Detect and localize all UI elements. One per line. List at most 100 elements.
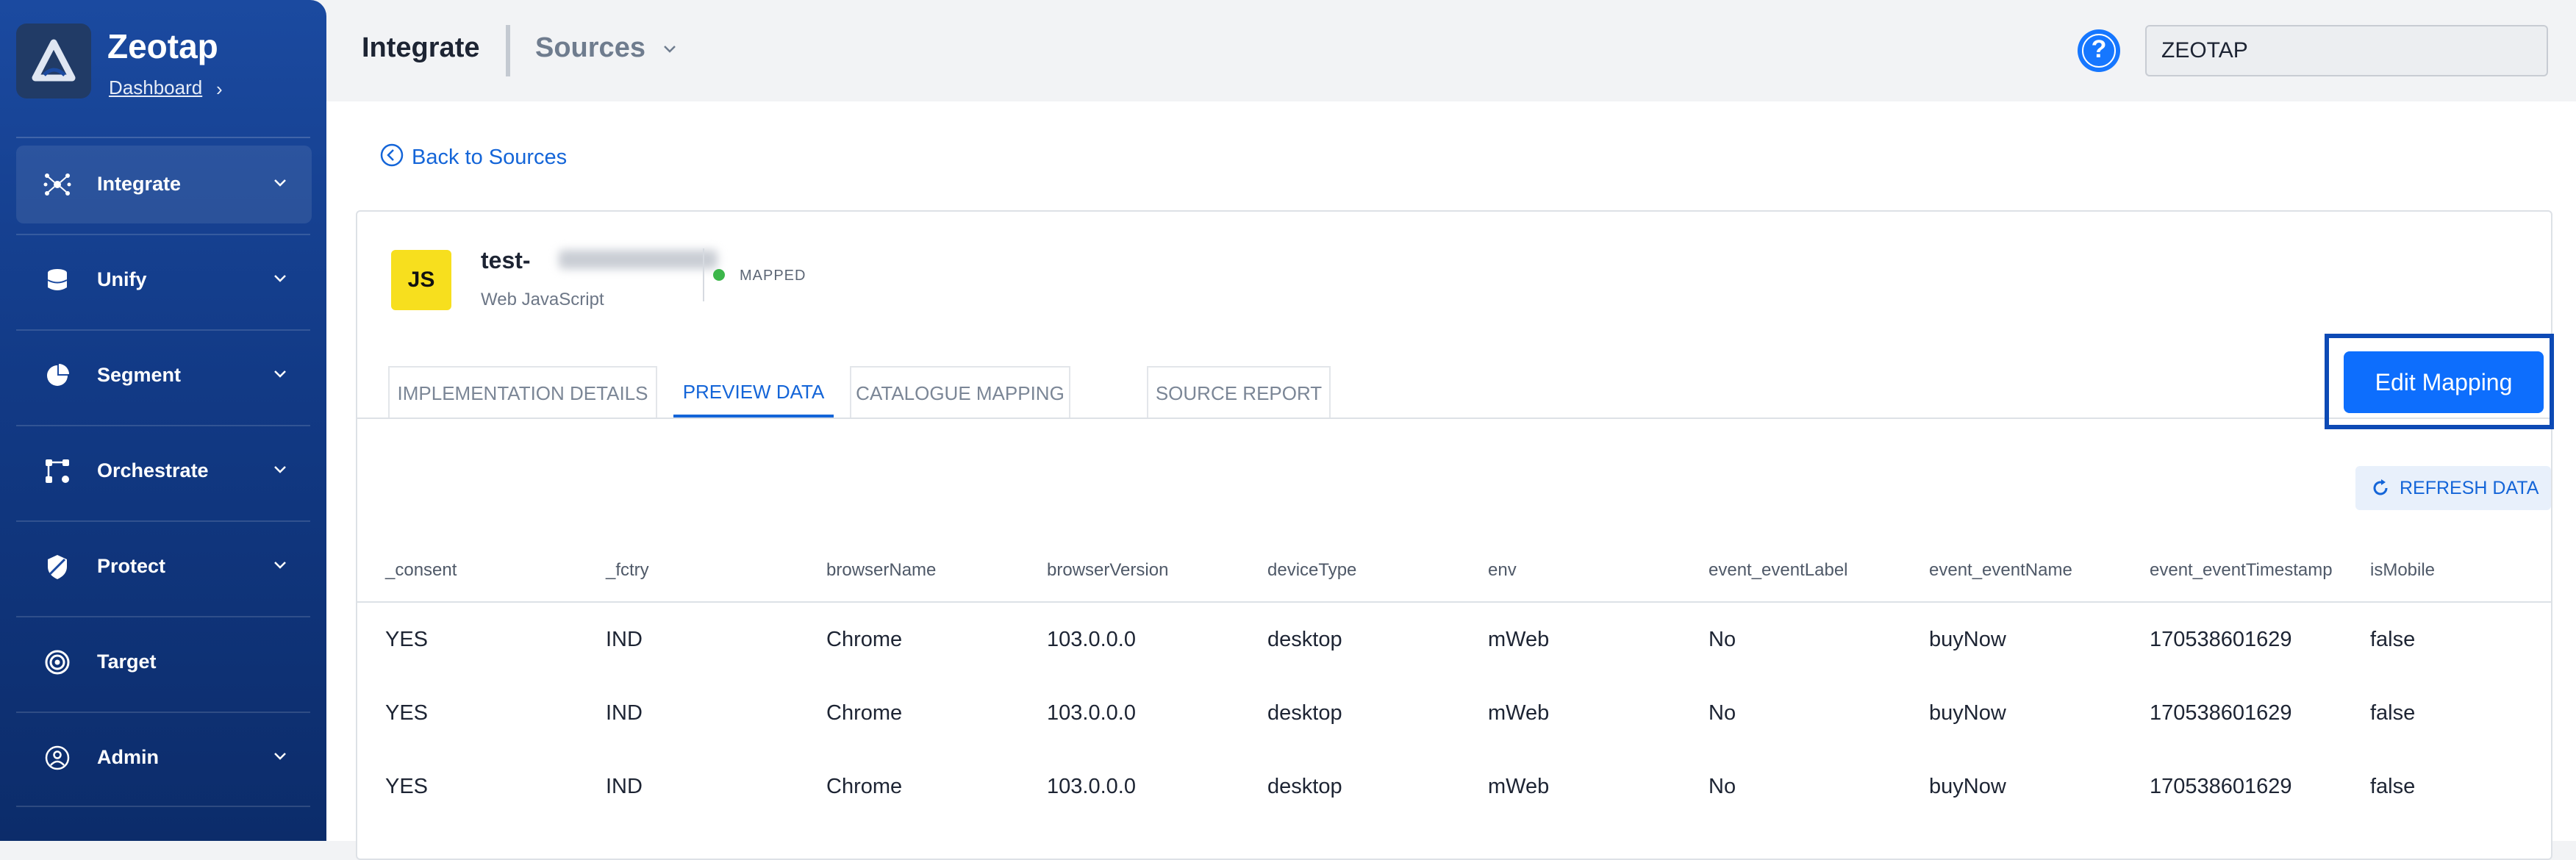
user-circle-icon: [45, 745, 70, 770]
column-header: browserName: [826, 560, 937, 580]
table-cell: mWeb: [1488, 775, 1550, 798]
chevron-down-icon: [274, 370, 286, 378]
table-cell: desktop: [1267, 701, 1342, 725]
js-badge-text: JS: [407, 268, 435, 292]
chevron-down-icon: [274, 275, 286, 282]
table-cell: 103.0.0.0: [1047, 628, 1136, 651]
table-cell: mWeb: [1488, 628, 1550, 651]
chevron-down-icon[interactable]: [660, 40, 679, 59]
divider: [703, 248, 704, 301]
table-cell: buyNow: [1929, 701, 2006, 725]
sidebar-item-label: Target: [97, 651, 157, 673]
column-header: event_eventName: [1929, 560, 2072, 580]
table-cell: buyNow: [1929, 775, 2006, 798]
table-cell: desktop: [1267, 775, 1342, 798]
table-cell: 170538601629: [2150, 628, 2292, 651]
column-header: event_eventLabel: [1709, 560, 1848, 580]
divider: [16, 616, 310, 617]
chevron-down-icon: [274, 179, 286, 187]
divider: [16, 806, 310, 807]
sidebar-item-segment[interactable]: Segment: [16, 337, 312, 415]
table-header: _consent _fctry browserName browserVersion d…: [357, 542, 2551, 603]
table-cell: YES: [385, 701, 429, 725]
refresh-data-button[interactable]: REFRESH DATA: [2355, 466, 2551, 510]
table-row: YES IND Chrome 103.0.0.0 desktop mWeb No buyNow…: [357, 603, 2551, 676]
table-cell: false: [2370, 701, 2416, 725]
pie-chart-icon: [47, 364, 69, 386]
javascript-icon: JS: [391, 250, 451, 310]
table-body: YES IND Chrome 103.0.0.0 desktop mWeb No buyNow…: [357, 603, 2551, 823]
sidebar-item-label: Segment: [97, 364, 182, 386]
table-cell: IND: [606, 775, 643, 798]
source-card: JS test- Web JavaScript MAPPED IMPLEMENT…: [356, 210, 2554, 860]
tab-label: SOURCE REPORT: [1155, 382, 1323, 404]
tab-implementation-details[interactable]: IMPLEMENTATION DETAILS: [388, 366, 657, 418]
column-header: deviceType: [1267, 560, 1357, 580]
sidebar-item-integrate[interactable]: Integrate: [16, 146, 312, 223]
breadcrumb-integrate[interactable]: Integrate: [362, 32, 480, 63]
table-cell: IND: [606, 628, 643, 651]
divider: [16, 137, 310, 138]
column-header: isMobile: [2370, 560, 2436, 580]
help-button[interactable]: ?: [2078, 29, 2120, 72]
edit-mapping-button[interactable]: Edit Mapping: [2344, 351, 2544, 413]
table-row: YES IND Chrome 103.0.0.0 desktop mWeb No buyNow…: [357, 750, 2551, 823]
sidebar-item-orchestrate[interactable]: Orchestrate: [16, 432, 312, 510]
tab-catalogue-mapping[interactable]: CATALOGUE MAPPING: [850, 366, 1070, 418]
sidebar-item-label: Orchestrate: [97, 459, 209, 481]
sidebar-item-label: Unify: [97, 268, 147, 290]
shield-icon: [48, 555, 67, 579]
table-cell: desktop: [1267, 628, 1342, 651]
brand-name: Zeotap: [107, 27, 218, 65]
column-header: env: [1488, 560, 1517, 580]
tab-source-report[interactable]: SOURCE REPORT: [1147, 366, 1331, 418]
table-cell: false: [2370, 628, 2416, 651]
table-cell: false: [2370, 775, 2416, 798]
main-content: Back to Sources JS test- Web JavaScript …: [326, 101, 2576, 860]
help-icon: ?: [2091, 35, 2107, 63]
sidebar-item-protect[interactable]: Protect: [16, 528, 312, 606]
chevron-down-icon: [274, 466, 286, 473]
zeotap-logo-icon: [32, 39, 76, 82]
chevron-right-icon: ›: [216, 78, 223, 100]
refresh-data-label: REFRESH DATA: [2400, 478, 2539, 498]
sidebar-item-label: Protect: [97, 555, 166, 577]
table-cell: 170538601629: [2150, 701, 2292, 725]
tab-label: IMPLEMENTATION DETAILS: [397, 382, 648, 404]
refresh-icon: [2373, 479, 2388, 495]
tab-preview-data[interactable]: PREVIEW DATA: [673, 366, 834, 418]
sidebar: Zeotap Dashboard › Integrate Unify: [0, 0, 326, 841]
breadcrumb-divider: [506, 25, 510, 76]
sidebar-item-unify[interactable]: Unify: [16, 241, 312, 319]
status-badge: MAPPED: [740, 268, 806, 284]
redacted-source-name: [559, 250, 718, 269]
organization-field[interactable]: [2145, 25, 2548, 76]
table-cell: Chrome: [826, 775, 903, 798]
table-cell: IND: [606, 701, 643, 725]
table-cell: Chrome: [826, 628, 903, 651]
breadcrumb-sources[interactable]: Sources: [535, 32, 645, 63]
table-cell: 103.0.0.0: [1047, 701, 1136, 725]
table-cell: Chrome: [826, 701, 903, 725]
table-cell: 170538601629: [2150, 775, 2292, 798]
dashboard-link[interactable]: Dashboard: [109, 76, 203, 98]
preview-table: _consent _fctry browserName browserVersion d…: [357, 542, 2551, 823]
column-header: _fctry: [606, 560, 649, 580]
source-type: Web JavaScript: [481, 290, 604, 309]
chevron-down-icon: [274, 753, 286, 760]
sidebar-item-admin[interactable]: Admin: [16, 719, 312, 797]
table-cell: No: [1709, 628, 1736, 651]
table-cell: buyNow: [1929, 628, 2006, 651]
table-cell: 103.0.0.0: [1047, 775, 1136, 798]
back-arrow-icon: [380, 143, 404, 167]
tab-label: PREVIEW DATA: [682, 381, 825, 403]
tab-label: CATALOGUE MAPPING: [856, 382, 1065, 404]
orchestrate-icon: [46, 459, 69, 483]
zeotap-logo[interactable]: [16, 24, 91, 98]
tabs-divider: [357, 418, 2551, 419]
divider: [16, 425, 310, 426]
sidebar-item-target[interactable]: Target: [16, 623, 312, 701]
sidebar-item-label: Admin: [97, 746, 159, 768]
highlight-frame: [2325, 334, 2554, 429]
brand: Zeotap Dashboard ›: [16, 19, 310, 100]
